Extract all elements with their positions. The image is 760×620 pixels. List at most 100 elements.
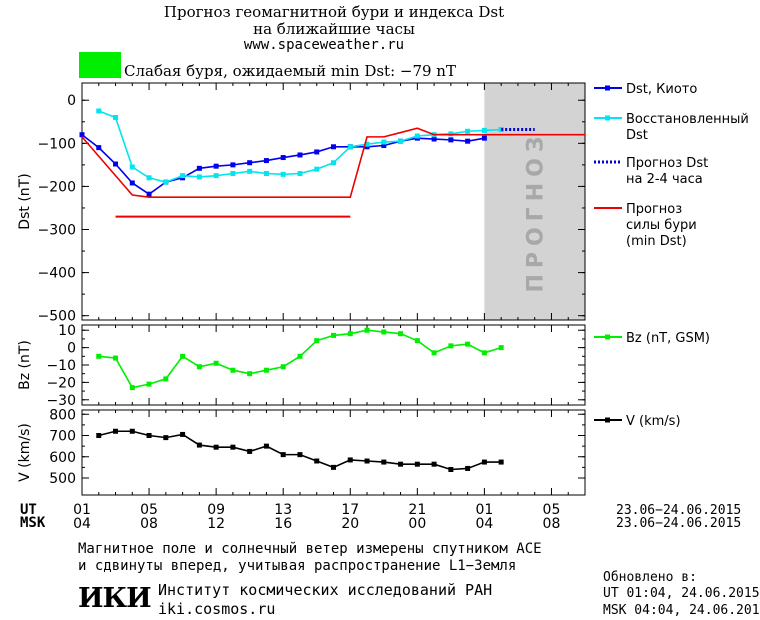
data-point bbox=[481, 127, 487, 133]
y-tick-label: −200 bbox=[38, 179, 76, 195]
msk-tick-label: 16 bbox=[274, 516, 292, 532]
storm-status-text: Слабая буря, ожидаемый min Dst: −79 nT bbox=[124, 62, 456, 80]
forecast-region bbox=[484, 83, 585, 320]
legend-label: силы бури bbox=[626, 218, 697, 233]
data-point bbox=[381, 459, 387, 465]
msk-tick-label: 20 bbox=[341, 516, 359, 532]
data-point bbox=[297, 353, 303, 359]
data-point bbox=[364, 141, 370, 147]
legend-label: (min Dst) bbox=[626, 234, 687, 249]
data-point bbox=[180, 353, 186, 359]
chart-subtitle: на ближайшие часы bbox=[253, 20, 415, 38]
data-point bbox=[297, 152, 303, 158]
data-point bbox=[481, 135, 487, 141]
data-point bbox=[431, 350, 437, 356]
y-tick-label: 0 bbox=[67, 341, 76, 357]
data-point bbox=[146, 433, 152, 438]
forecast-label: ПРОГНОЗ bbox=[524, 130, 549, 292]
panel-3: V (km/s) bbox=[17, 409, 622, 496]
iki-logo[interactable]: ИКИ bbox=[78, 583, 152, 614]
data-point bbox=[129, 164, 135, 170]
ut-tick-label: 01 bbox=[73, 502, 91, 518]
institute-site[interactable]: iki.cosmos.ru bbox=[158, 600, 276, 618]
legend-label: V (km/s) bbox=[626, 414, 681, 429]
legend-label: Прогноз Dst bbox=[626, 156, 708, 171]
msk-axis-label: MSK bbox=[20, 515, 46, 531]
data-point bbox=[280, 155, 286, 161]
y-tick-label: 500 bbox=[49, 471, 76, 487]
msk-tick-label: 08 bbox=[543, 516, 561, 532]
msk-tick-label: 12 bbox=[207, 516, 225, 532]
data-point bbox=[163, 179, 169, 185]
data-point bbox=[347, 457, 353, 463]
data-point bbox=[213, 173, 219, 179]
data-point bbox=[280, 452, 286, 458]
data-point bbox=[297, 170, 303, 176]
ut-tick-label: 13 bbox=[274, 502, 292, 518]
y-tick-label: −300 bbox=[38, 223, 76, 239]
msk-date-range: 23.06−24.06.2015 bbox=[616, 516, 742, 531]
y-axis-label: V (km/s) bbox=[17, 423, 33, 482]
legend-label: Dst bbox=[626, 128, 648, 143]
y-tick-label: 800 bbox=[49, 407, 76, 423]
data-point bbox=[230, 444, 236, 450]
data-point bbox=[481, 350, 487, 356]
data-point bbox=[364, 144, 370, 150]
data-point bbox=[129, 428, 135, 434]
data-point bbox=[465, 128, 471, 134]
data-point bbox=[163, 376, 169, 382]
data-point bbox=[465, 465, 471, 471]
data-point bbox=[364, 327, 370, 333]
data-point bbox=[381, 139, 387, 145]
data-point bbox=[314, 166, 320, 172]
chart-title: Прогноз геомагнитной бури и индекса Dst bbox=[163, 3, 505, 21]
legend-label: на 2-4 часа bbox=[626, 172, 703, 187]
data-point bbox=[113, 114, 119, 120]
y-axis-label: Dst (nT) bbox=[17, 173, 33, 229]
data-point bbox=[230, 367, 236, 373]
data-point bbox=[247, 371, 253, 377]
ut-tick-label: 05 bbox=[140, 502, 158, 518]
data-point bbox=[347, 144, 353, 150]
updated-msk: MSK 04:04, 24.06.2015 bbox=[603, 603, 760, 618]
data-point bbox=[465, 138, 471, 144]
legend-marker bbox=[605, 115, 610, 121]
data-point bbox=[398, 461, 404, 467]
series-line bbox=[98, 329, 502, 389]
legend-label: Восстановленный bbox=[626, 112, 749, 127]
data-point bbox=[448, 343, 454, 349]
data-point bbox=[414, 461, 420, 467]
data-point bbox=[364, 458, 370, 464]
ut-tick-label: 09 bbox=[207, 502, 225, 518]
y-tick-label: −100 bbox=[38, 136, 76, 152]
y-tick-label: −400 bbox=[38, 266, 76, 282]
data-point bbox=[79, 132, 85, 138]
data-point bbox=[213, 163, 219, 169]
data-point bbox=[398, 138, 404, 144]
site-url[interactable]: www.spaceweather.ru bbox=[243, 37, 405, 53]
data-point bbox=[481, 459, 487, 465]
legend-label: Dst, Киото bbox=[626, 82, 697, 97]
data-point bbox=[113, 428, 119, 434]
data-point bbox=[96, 433, 102, 438]
panel-frame bbox=[81, 409, 586, 496]
data-point bbox=[498, 345, 504, 351]
data-point bbox=[448, 137, 454, 143]
msk-tick-label: 04 bbox=[475, 516, 493, 532]
data-point bbox=[129, 180, 135, 186]
legend-label: Прогноз bbox=[626, 202, 682, 217]
ut-tick-label: 01 bbox=[475, 502, 493, 518]
legend-marker bbox=[605, 85, 610, 91]
data-point bbox=[465, 341, 471, 347]
panel-2: Bz (nT) bbox=[17, 324, 622, 406]
data-point bbox=[314, 338, 320, 344]
y-tick-label: −30 bbox=[46, 393, 76, 409]
legend-marker bbox=[605, 417, 610, 423]
data-point bbox=[381, 329, 387, 335]
series-line bbox=[81, 134, 485, 196]
panel-1: ПРОГНОЗ Dst (nT) bbox=[17, 82, 622, 321]
data-point bbox=[196, 364, 202, 370]
msk-tick-label: 00 bbox=[408, 516, 426, 532]
data-point bbox=[263, 367, 269, 373]
